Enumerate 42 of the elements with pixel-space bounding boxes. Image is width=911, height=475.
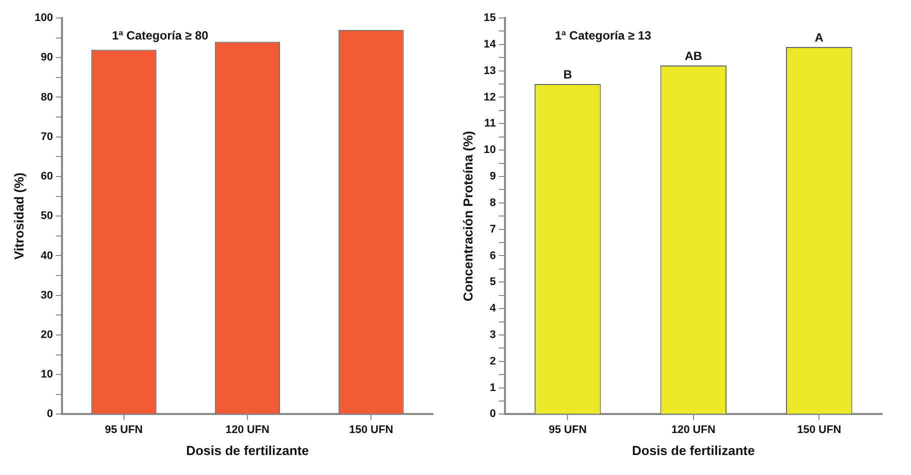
x-axis-title: Dosis de fertilizante — [632, 442, 755, 458]
x-tick-label: 150 UFN — [797, 424, 842, 436]
y-tick-label: 1 — [490, 382, 496, 394]
y-tick-label: 15 — [484, 12, 496, 24]
annotation: 1ª Categoría ≥ 80 — [112, 28, 209, 42]
y-tick-label: 10 — [40, 368, 53, 381]
annotation: B — [563, 67, 572, 82]
y-tick-label: 30 — [40, 289, 53, 302]
x-tick-label: 150 UFN — [349, 424, 394, 436]
y-tick-label: 0 — [46, 408, 53, 420]
y-tick-label: 14 — [484, 38, 497, 50]
y-tick-label: 6 — [490, 250, 496, 262]
y-tick-label: 10 — [484, 144, 496, 156]
x-tick-label: 120 UFN — [671, 424, 716, 436]
x-tick-label: 95 UFN — [104, 424, 143, 436]
y-tick-label: 7 — [490, 223, 496, 236]
y-tick-label: 9 — [490, 170, 496, 183]
y-axis-title: Vitrosidad (%) — [11, 172, 26, 260]
y-tick-label: 4 — [490, 302, 497, 315]
y-tick-label: 70 — [40, 130, 53, 143]
y-axis-title: Concentración Proteína (%) — [460, 130, 476, 302]
y-tick-label: 40 — [40, 250, 53, 262]
y-tick-label: 8 — [490, 196, 496, 209]
annotation: AB — [684, 48, 702, 63]
y-tick-label: 2 — [490, 355, 496, 368]
y-tick-label: 13 — [484, 64, 496, 77]
y-tick-label: 50 — [40, 210, 53, 222]
y-tick-label: 5 — [490, 276, 496, 288]
y-tick-label: 100 — [34, 12, 53, 24]
y-tick-label: 80 — [40, 91, 53, 104]
x-tick-label: 95 UFN — [548, 424, 587, 436]
y-tick-label: 3 — [490, 328, 496, 341]
annotation: A — [814, 30, 824, 44]
y-tick-label: 60 — [40, 170, 53, 183]
y-tick-label: 0 — [490, 408, 496, 420]
x-axis-title: Dosis de fertilizante — [186, 442, 309, 458]
y-tick-label: 20 — [40, 328, 53, 341]
y-tick-label: 11 — [484, 118, 496, 130]
x-tick-label: 120 UFN — [225, 424, 270, 436]
annotation: 1ª Categoría ≥ 13 — [554, 28, 652, 42]
y-tick-label: 90 — [40, 52, 53, 64]
y-tick-label: 12 — [484, 91, 496, 104]
